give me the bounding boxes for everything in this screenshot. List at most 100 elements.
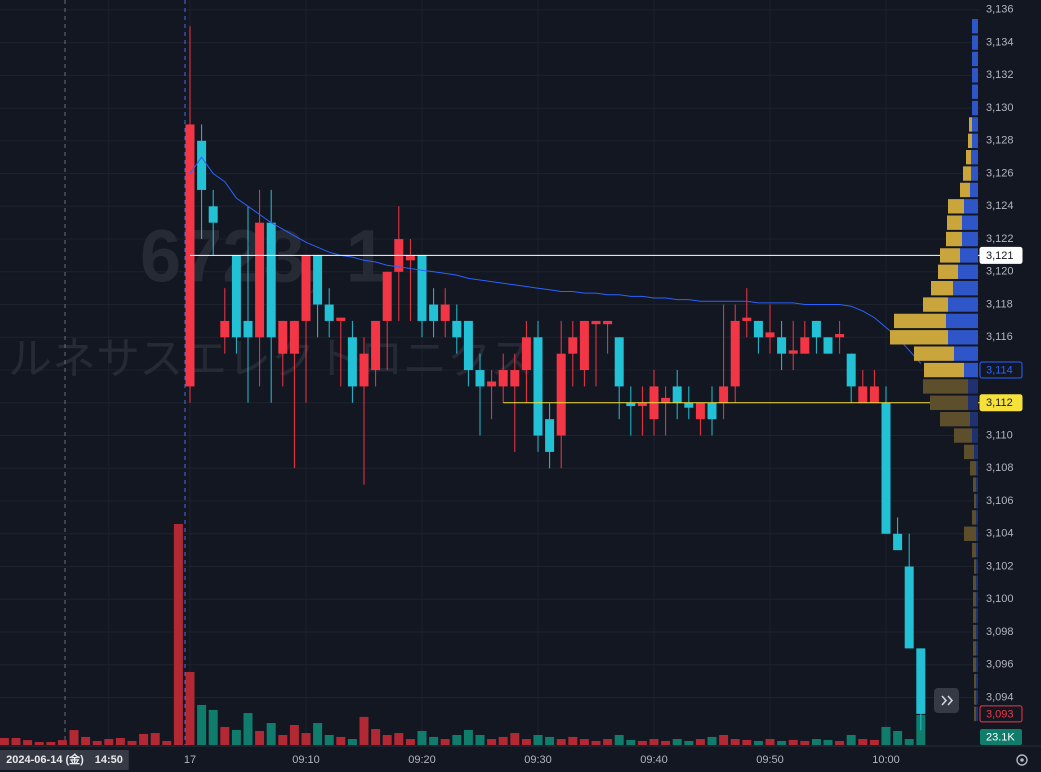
profile-up	[923, 379, 968, 394]
candle-body	[197, 140, 207, 190]
y-tick-label: 3,118	[986, 298, 1013, 310]
profile-down	[962, 215, 978, 230]
volume-bar	[46, 742, 56, 745]
candle-body	[881, 402, 891, 534]
profile-down	[968, 395, 978, 410]
candle-body	[916, 648, 926, 714]
volume-bar	[777, 740, 787, 745]
profile-down	[974, 444, 978, 460]
volume-bar	[139, 733, 149, 745]
profile-up	[973, 477, 976, 492]
volume-bar	[672, 739, 682, 745]
profile-up	[914, 346, 954, 361]
profile-down	[976, 526, 978, 541]
price-tag-label: 3,093	[986, 708, 1014, 720]
profile-down	[972, 51, 978, 67]
profile-up	[946, 231, 962, 247]
profile-down	[970, 182, 978, 198]
time-axis: 14:50 17 09:10 09:20 09:30 09:40 09:50 10:00	[88, 750, 900, 770]
volume-bar	[649, 739, 659, 745]
volume-bar	[197, 704, 207, 745]
profile-up	[923, 297, 948, 312]
profile-down	[970, 411, 978, 427]
candle-body	[533, 337, 543, 436]
profile-up	[924, 362, 964, 378]
volume-bar	[858, 739, 868, 745]
candle-body	[521, 337, 531, 371]
profile-down	[968, 379, 978, 394]
volume-bar	[730, 739, 740, 745]
profile-up	[931, 280, 953, 296]
profile-up	[973, 657, 976, 672]
profile-up	[964, 444, 974, 460]
volume-bar	[278, 734, 288, 745]
volume-bar	[92, 740, 102, 745]
volume-bar	[452, 734, 462, 745]
volume-bar	[185, 671, 195, 745]
profile-down	[972, 428, 978, 443]
volume-bar	[626, 739, 636, 745]
candle-body	[440, 304, 450, 321]
volume-bar	[556, 739, 566, 745]
candle-body	[591, 320, 601, 325]
profile-down	[958, 264, 978, 279]
volume-bar	[429, 736, 439, 745]
volume-bar	[846, 734, 856, 745]
profile-up	[974, 493, 976, 509]
time-box	[88, 750, 129, 770]
profile-up	[963, 166, 971, 181]
candle-body	[568, 337, 578, 354]
volume-bar	[661, 740, 671, 745]
profile-down	[962, 231, 978, 247]
date-label: 2024-06-14 (金)	[6, 752, 84, 766]
volume-bar	[637, 740, 647, 745]
profile-down	[972, 100, 978, 116]
profile-down	[976, 493, 978, 509]
scroll-button[interactable]	[934, 688, 959, 713]
price-tag-label: 3,121	[986, 250, 1014, 262]
x-tick-label: 14:50	[95, 754, 123, 766]
volume-pane	[0, 524, 926, 745]
profile-down	[976, 575, 978, 591]
volume-bar	[614, 734, 624, 745]
profile-down	[976, 461, 978, 476]
volume-bar	[823, 739, 833, 745]
volume-bar	[162, 740, 172, 745]
volume-bar	[127, 740, 137, 745]
x-tick-label: 09:30	[524, 754, 552, 766]
candle-body	[324, 304, 334, 321]
candle-body	[788, 350, 798, 354]
volume-bar	[893, 730, 903, 745]
price-tag-label: 3,112	[986, 397, 1013, 409]
volume-bar	[405, 739, 415, 745]
profile-down	[946, 313, 978, 329]
candle-body	[684, 402, 694, 408]
profile-down	[976, 559, 978, 574]
y-tick-label: 3,130	[986, 102, 1014, 114]
profile-up	[974, 559, 976, 574]
candle-body	[626, 402, 636, 407]
x-tick-label: 09:10	[292, 754, 320, 766]
y-tick-label: 3,132	[986, 69, 1014, 81]
profile-up	[954, 428, 972, 443]
volume-bar	[231, 729, 241, 745]
candle-body	[266, 222, 276, 338]
y-tick-label: 3,106	[986, 495, 1014, 507]
volume-bar	[487, 739, 497, 745]
volume-bar	[324, 734, 334, 745]
volume-bar	[359, 716, 369, 745]
candle-body	[371, 320, 381, 371]
volume-bar	[904, 739, 914, 745]
profile-up	[970, 461, 976, 476]
settings-button[interactable]	[1016, 754, 1028, 766]
candle-body	[220, 320, 230, 338]
volume-bar	[835, 740, 845, 745]
candle-body	[382, 271, 392, 321]
candle-body	[510, 370, 520, 387]
profile-up	[930, 395, 968, 410]
profile-up	[890, 330, 948, 345]
candle-body	[289, 320, 299, 354]
profile-down	[976, 542, 978, 558]
